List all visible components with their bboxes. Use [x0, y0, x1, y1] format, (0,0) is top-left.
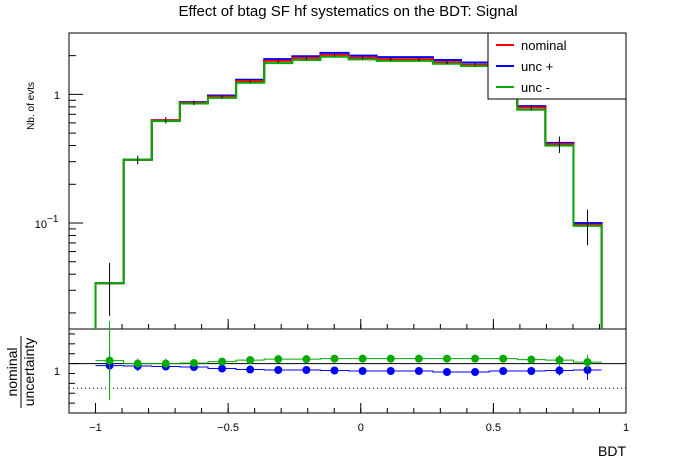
ratio-point-unc-plus	[471, 367, 480, 376]
legend: nominal unc + unc -	[487, 32, 627, 100]
x-tick-label: 0	[358, 422, 364, 434]
ratio-point-unc-minus	[161, 359, 170, 368]
ratio-y-tick-label: 1	[54, 366, 60, 378]
y-tick-label-exp: −1	[47, 214, 59, 225]
ratio-point-unc-plus	[414, 367, 423, 375]
ratio-label-denominator: uncertainty	[21, 338, 37, 406]
ratio-y-axis-label: nominal uncertainty	[4, 336, 37, 408]
main-y-ticks	[69, 32, 83, 404]
ratio-point-unc-minus	[246, 356, 255, 365]
ratio-point-unc-minus	[105, 356, 114, 365]
x-axis-label: BDT	[598, 443, 626, 459]
ratio-point-unc-plus	[555, 366, 564, 375]
legend-label-unc-plus: unc +	[521, 59, 553, 74]
x-tick-label: 0.5	[486, 422, 501, 434]
ratio-point-unc-plus	[218, 364, 227, 373]
x-tick-label: 1	[623, 422, 629, 434]
ratio-point-unc-minus	[358, 354, 367, 363]
chart-title: Effect of btag SF hf systematics on the …	[178, 3, 517, 20]
ratio-point-unc-plus	[583, 366, 592, 375]
legend-entry-unc-minus: unc -	[496, 80, 550, 95]
ratio-point-unc-minus	[527, 355, 536, 364]
ratio-point-unc-minus	[555, 356, 564, 365]
legend-entry-nominal: nominal	[496, 38, 567, 53]
ratio-point-unc-plus	[246, 365, 255, 374]
ratio-point-unc-minus	[302, 355, 311, 364]
legend-label-nominal: nominal	[521, 38, 567, 53]
legend-entry-unc-plus: unc +	[496, 59, 553, 74]
y-tick-label-1: 1	[54, 90, 60, 102]
ratio-point-unc-minus	[218, 357, 227, 366]
y-tick-label-0.1: 10 −1	[35, 214, 59, 231]
ratio-point-unc-minus	[386, 354, 395, 363]
ratio-label-numerator: nominal	[4, 347, 20, 396]
ratio-frame	[68, 328, 627, 414]
ratio-point-unc-plus	[386, 367, 395, 375]
ratio-point-unc-minus	[414, 354, 423, 363]
x-ticks: −1 −0.5 0 0.5 1	[68, 319, 629, 434]
ratio-point-unc-minus	[189, 359, 198, 368]
ratio-point-unc-plus	[527, 367, 536, 375]
ratio-point-unc-plus	[330, 366, 339, 375]
ratio-point-unc-minus	[471, 354, 480, 363]
ratio-point-unc-minus	[442, 354, 451, 363]
ratio-point-unc-plus	[274, 366, 283, 375]
ratio-point-unc-minus	[583, 358, 592, 367]
y-tick-label-10: 10	[35, 219, 47, 231]
ratio-point-unc-minus	[274, 355, 283, 364]
hist-uncminus	[94, 55, 603, 329]
y-axis-label: Nb. of evts	[26, 82, 37, 130]
ratio-points	[95, 321, 602, 401]
legend-label-unc-minus: unc -	[521, 80, 550, 95]
ratio-point-unc-plus	[302, 366, 311, 375]
x-tick-label: −1	[89, 422, 102, 434]
ratio-point-unc-plus	[499, 367, 508, 375]
x-tick-label: −0.5	[217, 422, 239, 434]
histogram-lines	[94, 51, 603, 329]
ratio-point-unc-minus	[133, 359, 142, 368]
ratio-point-unc-plus	[358, 367, 367, 375]
ratio-lines	[69, 363, 626, 389]
ratio-line-unc-minus	[95, 358, 602, 365]
ratio-point-unc-minus	[330, 354, 339, 363]
ratio-point-unc-plus	[442, 367, 451, 376]
ratio-point-unc-minus	[499, 354, 508, 363]
ratio-line-unc-plus	[95, 365, 602, 373]
